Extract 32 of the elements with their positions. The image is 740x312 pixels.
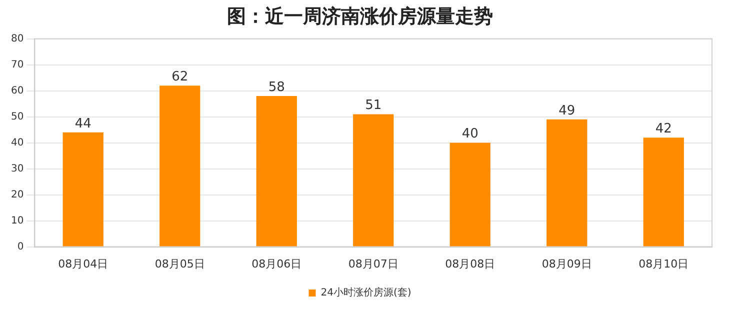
x-tick-label: 08月08日 [445, 257, 496, 270]
chart-title: 图：近一周济南涨价房源量走势 [227, 5, 493, 28]
bar [643, 138, 684, 246]
y-tick-label: 80 [10, 33, 24, 44]
data-label: 58 [268, 80, 285, 95]
legend-label: 24小时涨价房源(套) [320, 286, 412, 299]
bar [450, 142, 490, 246]
x-tick-label: 08月04日 [58, 257, 108, 270]
x-tick-label: 08月10日 [638, 257, 689, 270]
x-tick-label: 08月09日 [542, 257, 592, 270]
y-tick-label: 50 [10, 111, 24, 122]
bar [160, 86, 200, 246]
y-tick-label: 30 [10, 163, 24, 174]
x-tick-label: 08月05日 [154, 257, 205, 270]
data-label: 40 [462, 126, 478, 142]
bar [546, 119, 588, 246]
y-tick-label: 0 [17, 241, 24, 252]
y-tick-label: 20 [10, 189, 24, 200]
bar [62, 132, 104, 246]
data-label: 62 [172, 69, 188, 84]
bar [256, 96, 297, 246]
data-label: 42 [655, 121, 672, 136]
data-label: 49 [558, 103, 576, 118]
data-label: 44 [74, 116, 92, 132]
y-tick-label: 10 [10, 215, 24, 226]
x-tick-label: 08月07日 [348, 257, 398, 270]
y-tick-label: 60 [10, 85, 24, 96]
data-label: 51 [365, 98, 382, 114]
bar [353, 114, 394, 246]
y-tick-label: 70 [10, 59, 24, 70]
y-tick-label: 40 [10, 137, 24, 148]
x-tick-label: 08月06日 [252, 257, 302, 270]
